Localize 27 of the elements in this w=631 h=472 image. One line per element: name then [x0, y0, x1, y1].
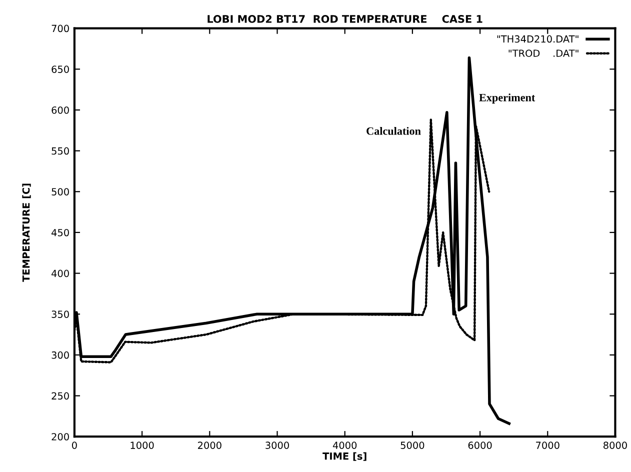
- y-tick-label: 200: [52, 433, 69, 440]
- y-tick-label: 650: [52, 66, 69, 73]
- x-tick-label: 3000: [266, 442, 289, 449]
- x-tick-label: 4000: [332, 442, 357, 449]
- annotation: Experiment: [479, 94, 536, 104]
- y-tick-label: 450: [52, 228, 69, 236]
- y-tick-label: 550: [52, 147, 69, 155]
- y-tick-label: 350: [52, 310, 69, 318]
- x-tick-label: 2000: [198, 442, 222, 449]
- y-tick-label: 400: [52, 270, 69, 278]
- y-tick-label: 300: [52, 351, 69, 359]
- x-tick-label: 6000: [468, 442, 492, 449]
- y-tick-label: 600: [52, 106, 69, 114]
- x-axis-title: TIME [s]: [322, 452, 366, 461]
- x-tick-label: 8000: [604, 442, 627, 449]
- legend-label: "TROD .DAT": [508, 50, 578, 57]
- legend-label: "TH34D210.DAT": [497, 35, 578, 43]
- y-tick-label: 500: [52, 188, 69, 196]
- y-tick-label: 250: [52, 392, 69, 400]
- annotation: Calculation: [366, 126, 421, 135]
- chart-title: LOBI MOD2 BT17 ROD TEMPERATURE CASE 1: [208, 15, 482, 23]
- x-tick-label: 0: [72, 442, 77, 449]
- y-axis-title: TEMPERATURE [C]: [22, 184, 31, 282]
- x-tick-label: 1000: [130, 442, 154, 449]
- x-tick-label: 5000: [400, 442, 424, 449]
- x-tick-label: 7000: [536, 442, 560, 449]
- y-tick-label: 700: [52, 24, 69, 32]
